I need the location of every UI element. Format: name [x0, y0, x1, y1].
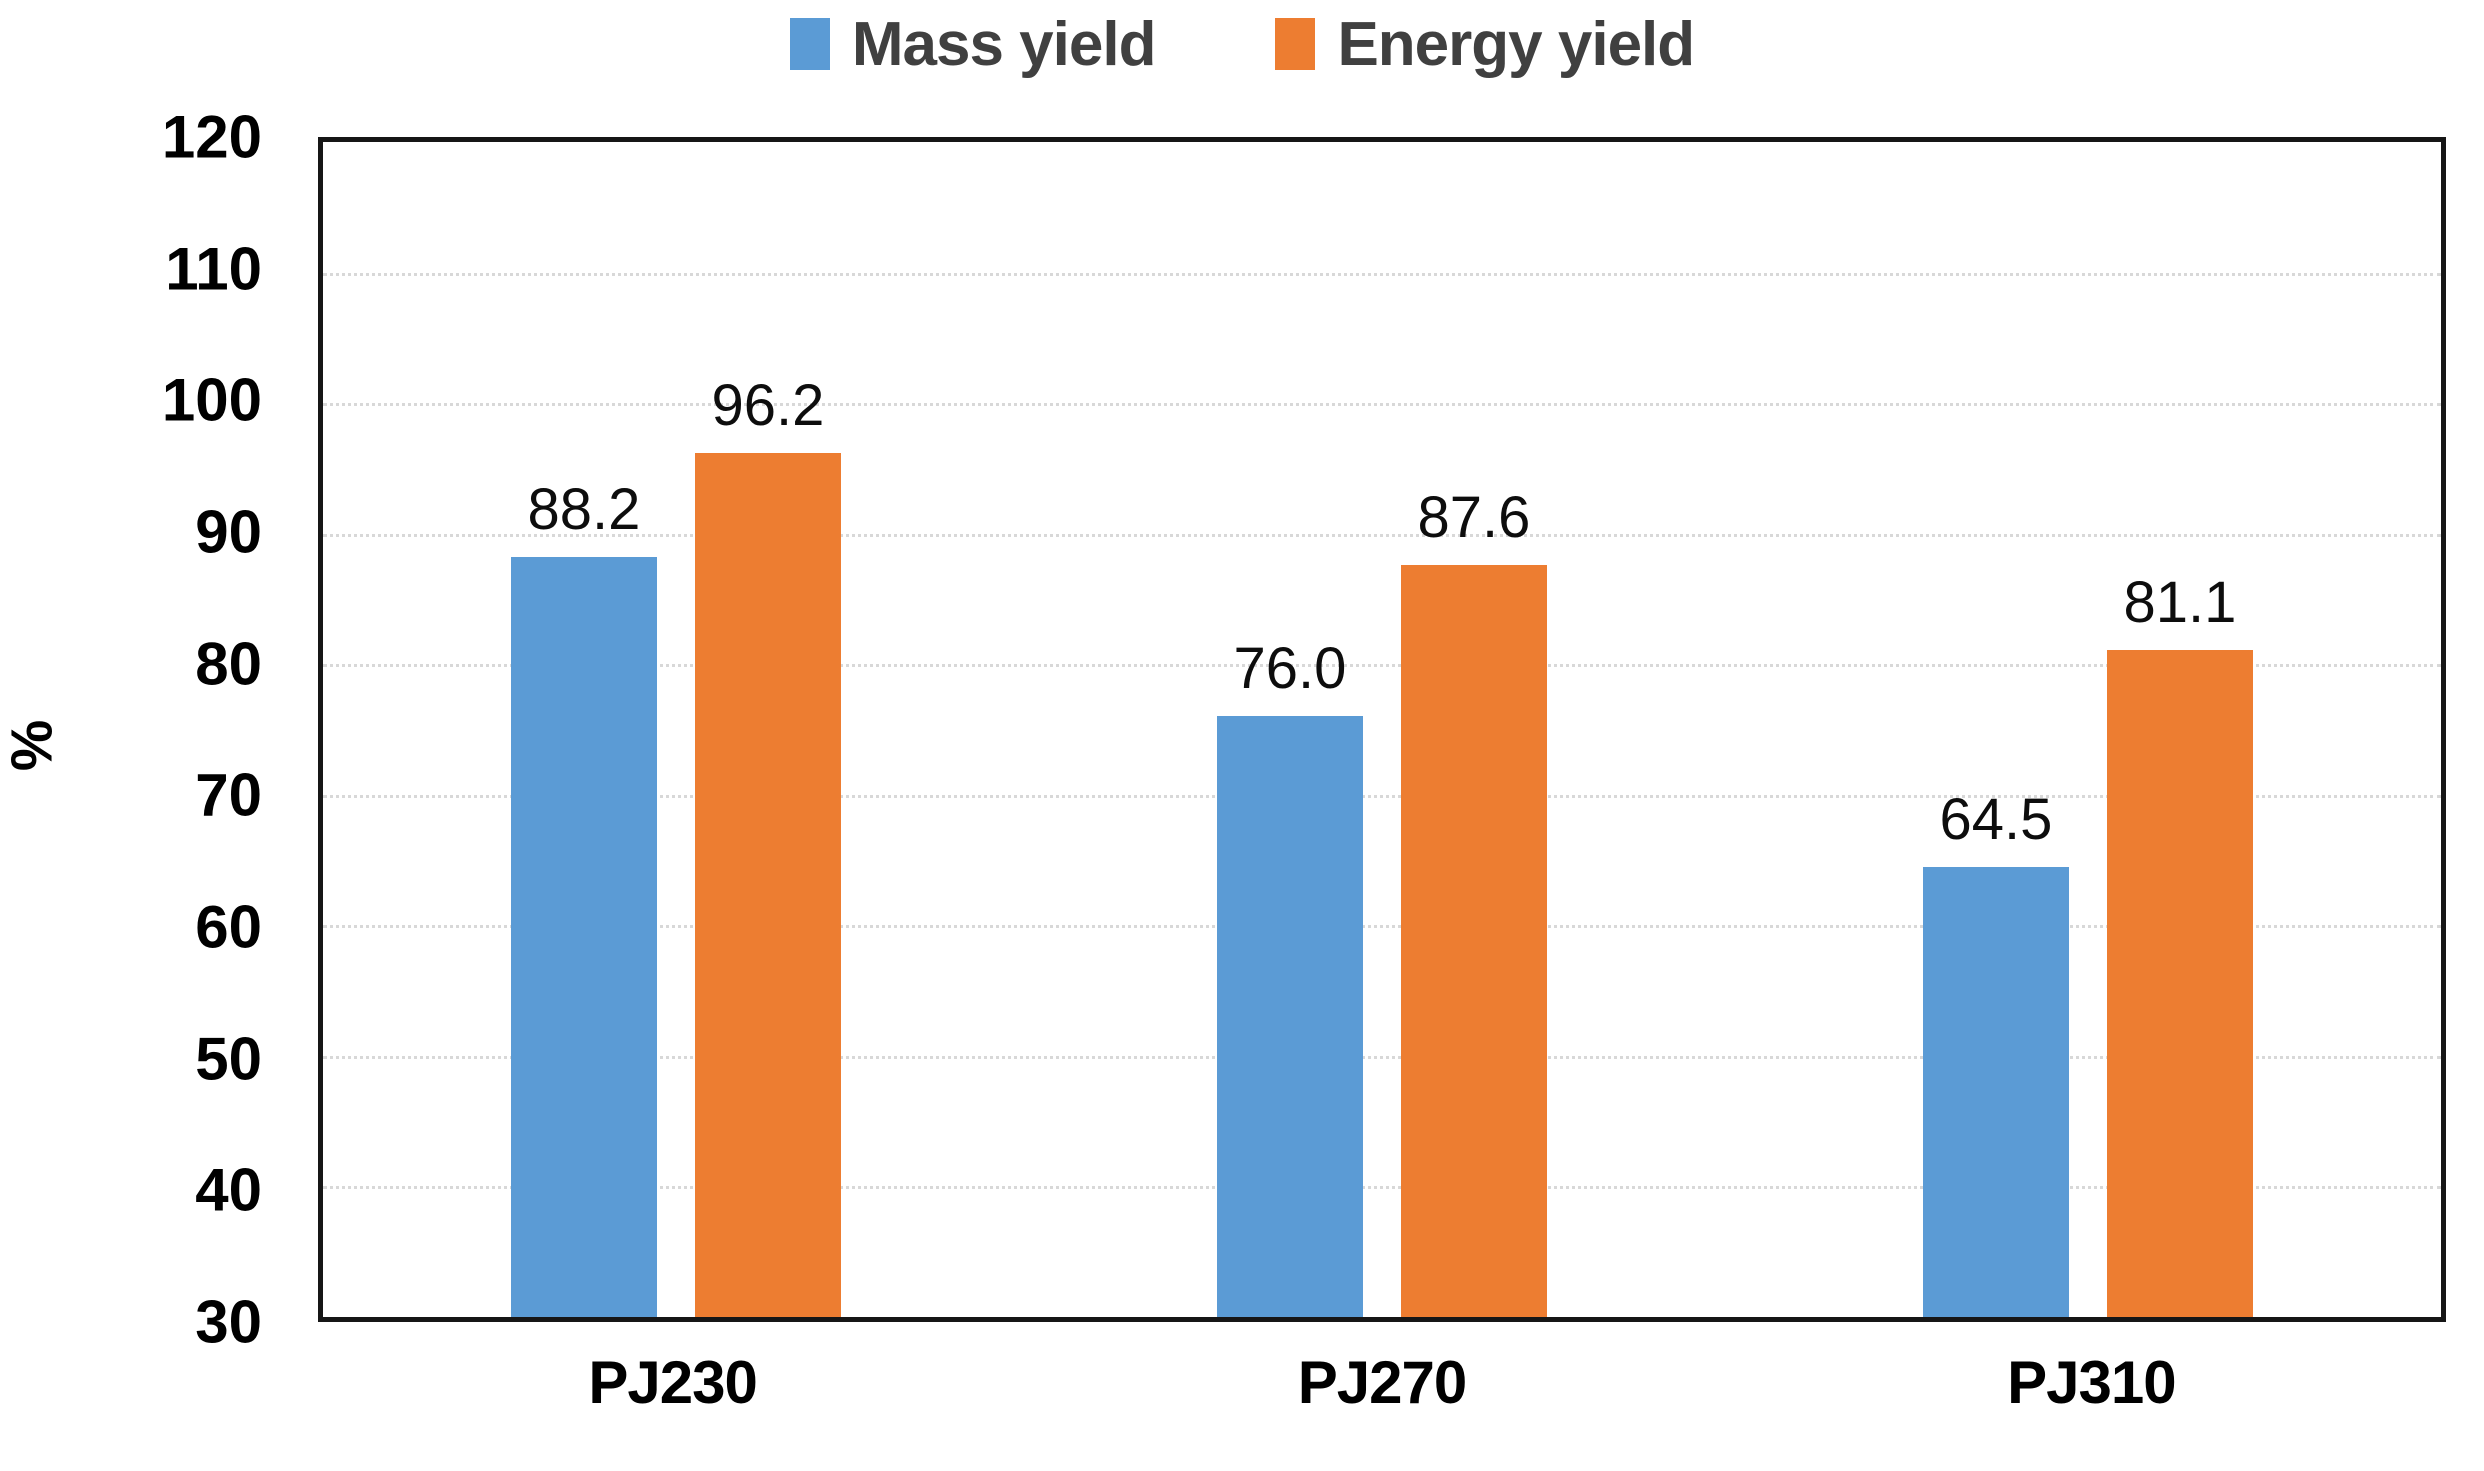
legend-swatch-energy-yield: [1275, 18, 1316, 70]
bar-slot-mass-yield-pj270: 76.0: [1217, 142, 1363, 1317]
y-tick-60: 60: [195, 893, 262, 961]
bar-energy-yield-pj310: [2107, 649, 2253, 1317]
bar-slot-energy-yield-pj310: 81.1: [2107, 142, 2253, 1317]
legend-item-mass-yield: Mass yield: [789, 9, 1157, 80]
y-tick-80: 80: [195, 630, 262, 698]
bar-energy-yield-pj230: [695, 452, 841, 1317]
legend-label-energy-yield: Energy yield: [1337, 9, 1695, 79]
data-label-mass-yield-pj270: 76.0: [1233, 636, 1347, 702]
x-axis-tick-labels: PJ230 PJ270 PJ310: [318, 1348, 2446, 1438]
bar-slot-energy-yield-pj270: 87.6: [1401, 142, 1547, 1317]
bar-group-pj310: 64.5 81.1: [1735, 142, 2441, 1317]
x-tick-pj230: PJ230: [588, 1349, 758, 1416]
bar-clusters: 88.2 96.2 76.0 87.6 64.5 81.1: [323, 142, 2441, 1317]
y-tick-70: 70: [195, 761, 262, 829]
bar-group-pj230: 88.2 96.2: [323, 142, 1029, 1317]
y-tick-90: 90: [195, 498, 262, 566]
gridline-80: [323, 664, 2441, 668]
bar-mass-yield-pj230: [511, 557, 657, 1317]
data-label-energy-yield-pj230: 96.2: [711, 372, 825, 438]
legend-item-energy-yield: Energy yield: [1275, 9, 1695, 80]
x-tick-pj270: PJ270: [1297, 1349, 1468, 1416]
legend-label-mass-yield: Mass yield: [851, 9, 1157, 79]
gridline-40: [323, 1186, 2441, 1190]
plot-area: 88.2 96.2 76.0 87.6 64.5 81.1: [318, 137, 2446, 1322]
bar-mass-yield-pj310: [1923, 866, 2069, 1317]
gridline-90: [323, 533, 2441, 537]
y-tick-100: 100: [161, 366, 262, 434]
gridline-110: [323, 272, 2441, 276]
y-tick-110: 110: [165, 235, 262, 303]
gridline-50: [323, 1055, 2441, 1059]
data-label-mass-yield-pj230: 88.2: [527, 477, 641, 543]
y-tick-120: 120: [161, 103, 262, 171]
data-label-energy-yield-pj310: 81.1: [2123, 569, 2237, 635]
x-tick-pj310: PJ310: [2007, 1349, 2177, 1416]
y-tick-50: 50: [195, 1025, 262, 1093]
gridline-100: [323, 403, 2441, 407]
bar-mass-yield-pj270: [1217, 716, 1363, 1317]
gridline-70: [323, 794, 2441, 798]
legend: Mass yield Energy yield: [0, 6, 2484, 82]
bar-slot-mass-yield-pj310: 64.5: [1923, 142, 2069, 1317]
data-label-energy-yield-pj270: 87.6: [1417, 485, 1531, 550]
bar-energy-yield-pj270: [1401, 565, 1547, 1317]
y-tick-40: 40: [195, 1156, 262, 1224]
y-tick-30: 30: [195, 1288, 262, 1356]
y-axis-tick-labels: 120 110 100 90 80 70 60 50 40 30: [0, 104, 262, 1356]
bar-slot-energy-yield-pj230: 96.2: [695, 142, 841, 1317]
gridline-60: [323, 925, 2441, 929]
bar-group-pj270: 76.0 87.6: [1029, 142, 1735, 1317]
bar-slot-mass-yield-pj230: 88.2: [511, 142, 657, 1317]
data-label-mass-yield-pj310: 64.5: [1939, 786, 2053, 852]
legend-swatch-mass-yield: [789, 18, 830, 70]
